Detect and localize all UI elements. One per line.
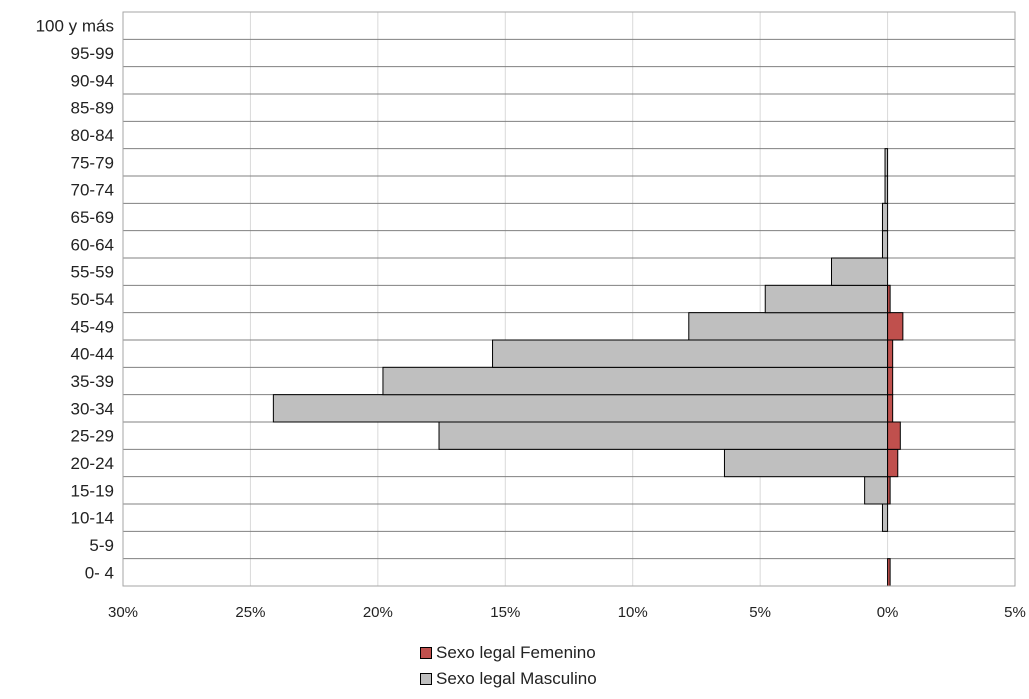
legend-label-femenino: Sexo legal Femenino [436, 643, 596, 662]
bar-masculino-65-69 [881, 202, 889, 232]
bar-femenino-0-4 [887, 558, 891, 587]
x-axis-labels: 30% 25% 20% 15% 10% 5% 0% 5% [108, 604, 1026, 621]
x-tick-label: 5% [749, 604, 771, 621]
legend-item-femenino: Sexo legal Femenino [420, 640, 597, 666]
bar-masculino-55-59 [831, 257, 889, 286]
x-tick-label: 20% [363, 604, 393, 621]
bar-femenino-25-29 [887, 421, 901, 450]
bar-masculino-60-64 [881, 230, 889, 259]
plot-frame [122, 11, 1016, 587]
bar-masculino-40-44 [492, 339, 889, 368]
y-tick-label: 55-59 [71, 263, 114, 282]
y-tick-label: 90-94 [71, 71, 114, 90]
y-tick-label: 70-74 [71, 181, 114, 200]
y-tick-label: 65-69 [71, 208, 114, 227]
x-tick-label: 5% [1004, 604, 1026, 621]
y-tick-label: 85-89 [71, 99, 114, 118]
legend-item-masculino: Sexo legal Masculino [420, 666, 597, 692]
y-tick-label: 30-34 [71, 399, 114, 418]
bar-masculino-75-79 [884, 148, 889, 177]
y-tick-label: 80-84 [71, 126, 114, 145]
y-tick-label: 5-9 [89, 536, 114, 555]
y-tick-label: 95-99 [71, 44, 114, 63]
bar-masculino-50-54 [764, 284, 889, 314]
y-tick-label: 15-19 [71, 481, 114, 500]
x-tick-label: 0% [877, 604, 899, 621]
legend: Sexo legal Femenino Sexo legal Masculino [420, 640, 597, 692]
bar-masculino-10-14 [881, 503, 889, 532]
x-tick-label: 15% [490, 604, 520, 621]
y-tick-label: 20-24 [71, 454, 114, 473]
y-axis-labels: 0- 4 5-9 10-14 15-19 20-24 25-29 30-34 35-39 40-… [36, 17, 114, 583]
bar-masculino-70-74 [884, 175, 889, 204]
y-tick-label: 0- 4 [85, 563, 114, 582]
y-tick-label: 10-14 [71, 509, 114, 528]
bar-masculino-45-49 [688, 312, 889, 341]
y-tick-label: 75-79 [71, 153, 114, 172]
y-tick-label: 40-44 [71, 345, 114, 364]
y-tick-label: 35-39 [71, 372, 114, 391]
y-tick-label: 45-49 [71, 317, 114, 336]
bar-masculino-15-19 [864, 476, 889, 505]
x-tick-label: 10% [618, 604, 648, 621]
bar-masculino-20-24 [723, 448, 889, 478]
bar-femenino-30-34 [887, 394, 894, 423]
y-tick-label: 25-29 [71, 427, 114, 446]
y-tick-label: 100 y más [36, 17, 114, 36]
legend-swatch-masculino [420, 673, 432, 685]
bar-masculino-25-29 [438, 421, 889, 450]
bar-femenino-35-39 [887, 366, 894, 396]
legend-swatch-femenino [420, 647, 432, 659]
bar-femenino-45-49 [887, 312, 904, 341]
bar-femenino-15-19 [887, 476, 891, 505]
bar-femenino-50-54 [887, 284, 891, 314]
x-tick-label: 30% [108, 604, 138, 621]
bar-femenino-40-44 [887, 339, 894, 368]
bars [272, 148, 904, 587]
y-tick-label: 60-64 [71, 235, 114, 254]
legend-label-masculino: Sexo legal Masculino [436, 669, 597, 688]
bar-masculino-35-39 [382, 366, 889, 396]
bar-femenino-20-24 [887, 448, 899, 478]
y-tick-label: 50-54 [71, 290, 114, 309]
gridlines [122, 12, 1016, 586]
bar-masculino-30-34 [272, 394, 889, 423]
x-tick-label: 25% [235, 604, 265, 621]
